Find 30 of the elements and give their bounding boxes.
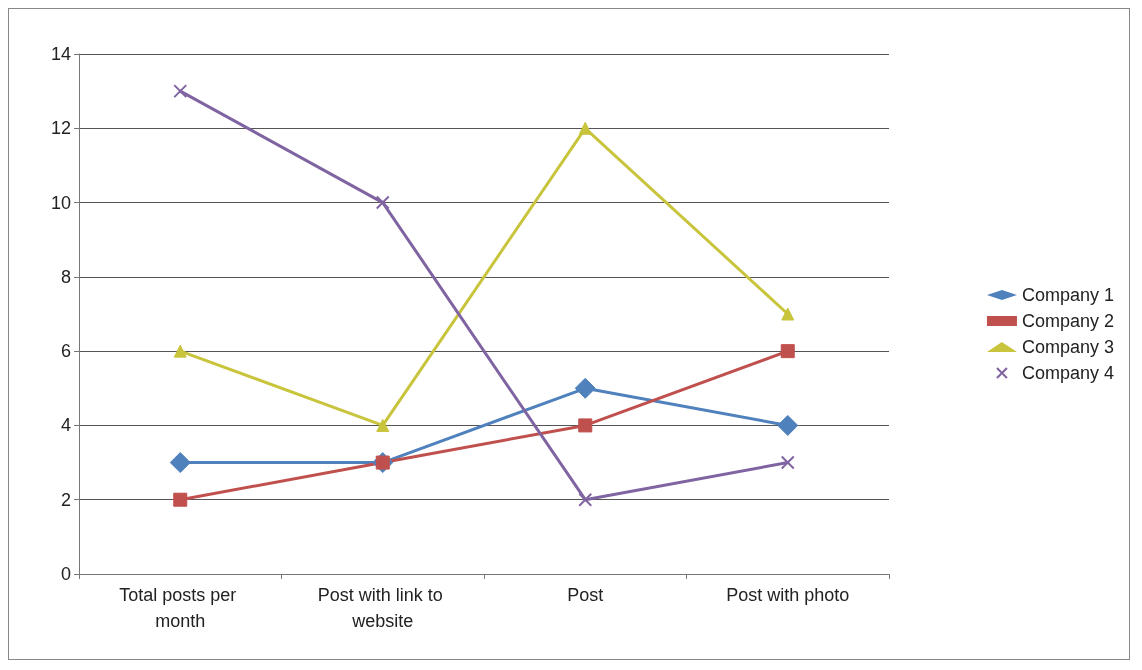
point [777,414,799,436]
x-tick-label: Post with photo [726,585,850,605]
legend-label: Company 2 [1021,311,1115,331]
x-tick-label: Post [567,585,604,605]
x-tick-label: Total posts per month [119,585,242,631]
legend-label: Company 1 [1021,285,1115,305]
y-tick-label: 4 [60,415,71,436]
point [780,344,795,359]
point [169,452,191,474]
y-tick-label: 12 [50,118,71,139]
point [574,377,596,399]
y-tick-label: 8 [60,266,71,287]
point [781,307,795,321]
point [375,195,390,210]
y-tick-label: 2 [60,489,71,510]
point [578,121,592,135]
legend-label: Company 3 [1021,337,1115,357]
y-tick-label: 10 [50,192,71,213]
x-tick-label: Post with link to website [317,585,448,631]
point [173,344,187,358]
point [173,84,188,99]
point [578,492,593,507]
point [376,418,390,432]
point [173,492,188,507]
y-tick-label: 6 [60,341,71,362]
y-tick-label: 0 [60,564,71,584]
point [578,418,593,433]
legend-label: Company 4 [1021,363,1115,383]
point [780,455,795,470]
y-tick-label: 14 [50,44,71,64]
